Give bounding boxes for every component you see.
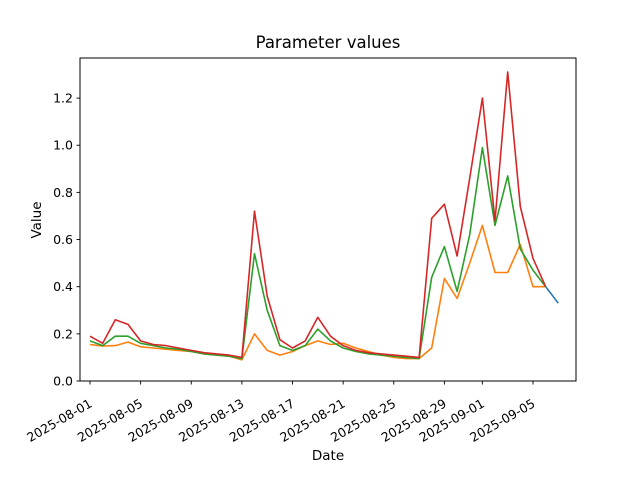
y-tick-label: 1.0 [53, 138, 73, 153]
series-red-line [89, 71, 547, 359]
y-tick-label: 1.2 [53, 91, 73, 106]
x-axis-label: Date [311, 448, 345, 464]
series-green-line [89, 146, 547, 360]
y-tick-label: 0.2 [53, 326, 73, 341]
axes-frame [79, 57, 577, 382]
series-blue-line [545, 286, 559, 304]
y-tick-label: 0.4 [53, 279, 73, 294]
y-tick-label: 0.0 [53, 374, 73, 389]
y-tick-label: 0.6 [53, 232, 73, 247]
series-orange-line [89, 224, 546, 361]
chart-title: Parameter values [255, 33, 401, 52]
y-tick-label: 0.8 [53, 185, 73, 200]
